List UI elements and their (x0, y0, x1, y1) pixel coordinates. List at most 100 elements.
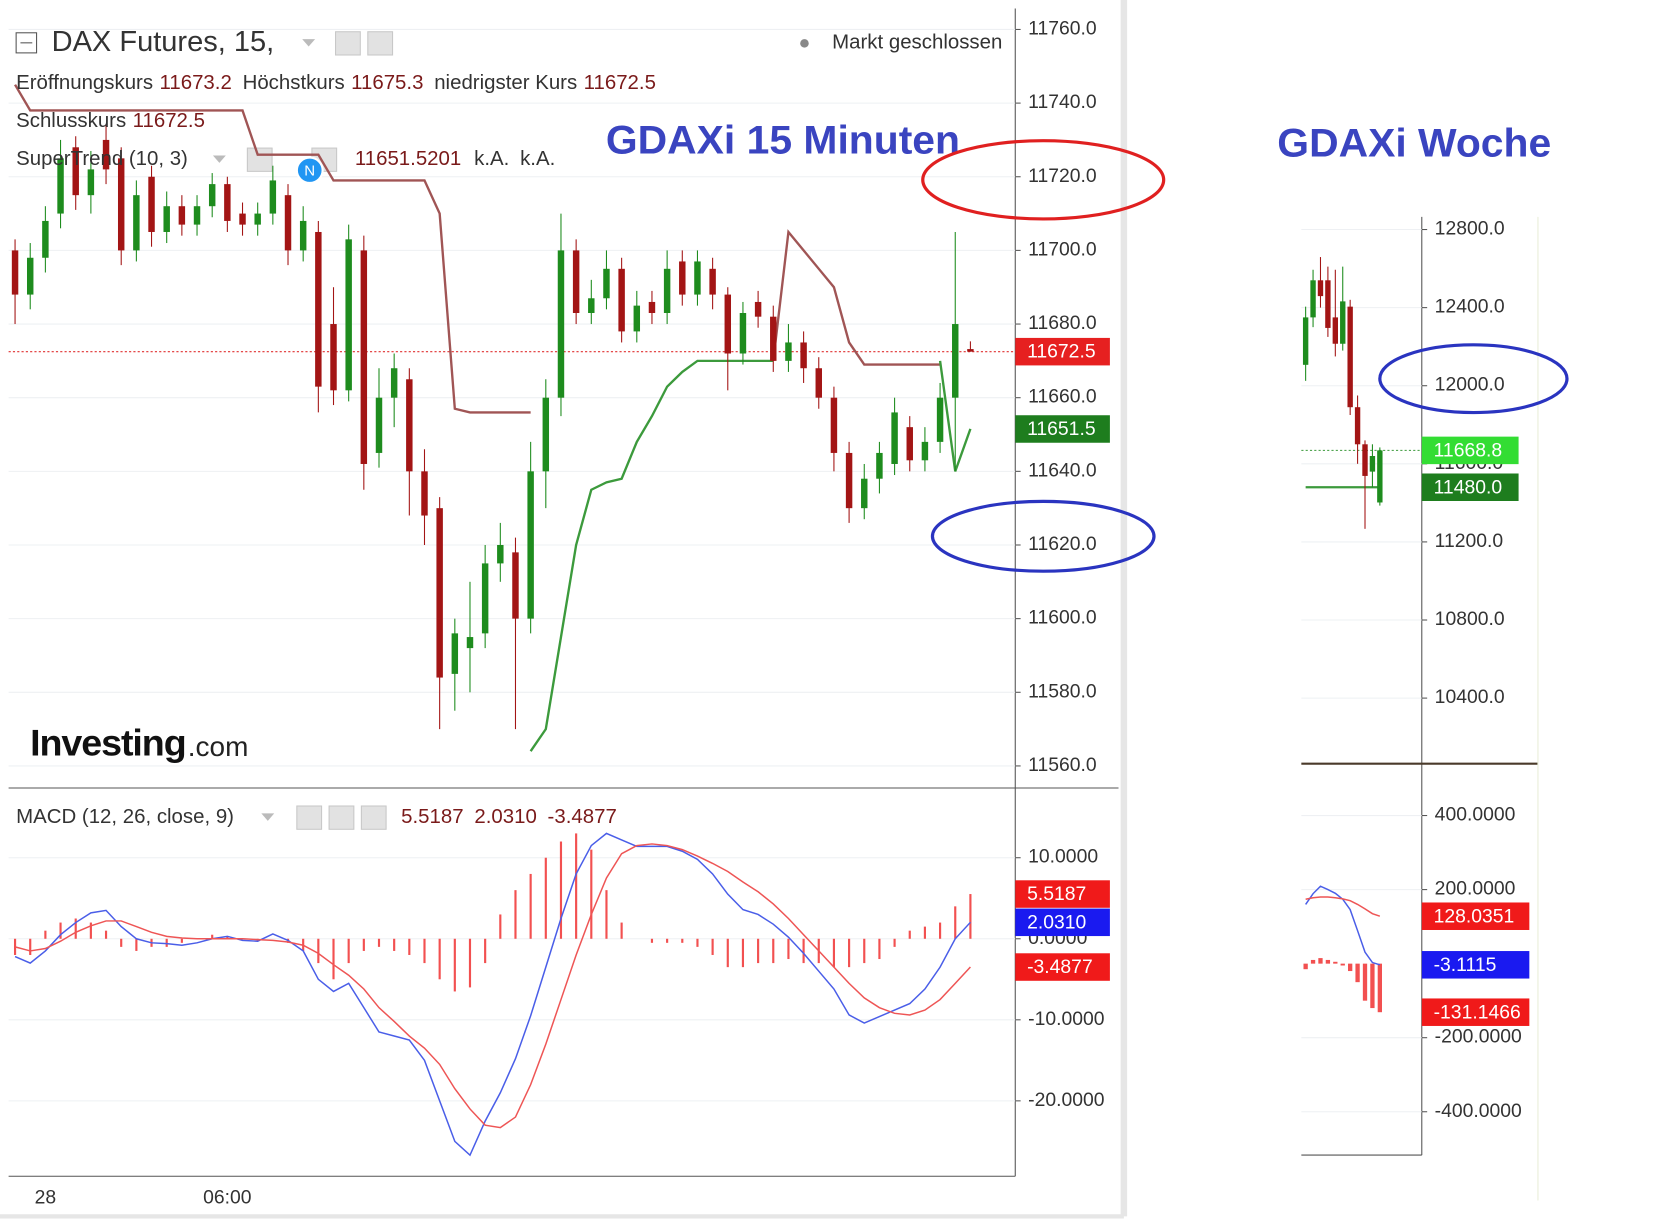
histogram-bar (180, 938, 183, 943)
candle-body (663, 268, 671, 313)
visibility-icon[interactable] (335, 31, 361, 56)
histogram-bar (666, 938, 669, 943)
histogram-bar (408, 938, 411, 955)
price-tag-label: 11480.0 (1434, 477, 1502, 498)
legend-label: k.A. (474, 148, 509, 170)
candle-body (102, 139, 110, 170)
candle-body (117, 158, 125, 251)
histogram-bar (923, 926, 926, 939)
histogram-bar (135, 938, 138, 951)
y-tick-label: -20.0000 (1028, 1090, 1104, 1111)
candle-body (588, 298, 595, 313)
y-tick-label: 11680.0 (1028, 313, 1096, 334)
histogram-bar (1318, 958, 1323, 964)
price-tag-label: -3.4877 (1027, 957, 1093, 978)
y-tick-label: 10.0000 (1028, 847, 1098, 868)
y-tick-label: 11720.0 (1028, 166, 1096, 187)
candle-body (1347, 306, 1353, 408)
histogram-bar (544, 857, 547, 939)
histogram-bar (377, 938, 381, 947)
candle-body (572, 250, 580, 313)
candle-body (375, 397, 383, 453)
histogram-bar (89, 922, 92, 939)
candle-body (345, 239, 352, 391)
candle-body (1362, 444, 1368, 476)
highlight-ellipse (1378, 343, 1569, 415)
histogram-bar (226, 936, 229, 939)
close-icon[interactable] (360, 805, 387, 830)
price-tag-label: 2.0310 (1027, 913, 1086, 934)
y-tick-label: 12400.0 (1435, 297, 1505, 318)
candle-body (603, 268, 610, 299)
candle-body (527, 471, 534, 619)
logo: Investing (30, 722, 186, 764)
visibility-icon[interactable] (296, 805, 323, 830)
y-tick-label: 12000.0 (1435, 375, 1505, 396)
candle-body (254, 213, 261, 225)
histogram-bar (1377, 963, 1382, 1013)
histogram-bar (438, 938, 441, 980)
settings-icon[interactable] (328, 805, 355, 830)
legend-label: Eröffnungskurs (16, 72, 153, 94)
candle-body (178, 206, 186, 225)
plot-layer: 11760.0 11740.0 11720.0 11700.0 11680.0 11660… (8, 19, 1551, 1209)
candle-body (239, 213, 246, 225)
candle-body (315, 231, 322, 387)
collapse-icon[interactable] (15, 32, 38, 54)
histogram-bar (529, 873, 532, 939)
candle-body (299, 220, 307, 251)
candle-body (800, 342, 807, 369)
legend-value: 11672.5 (584, 72, 656, 94)
histogram-bar (211, 934, 214, 939)
macd-line (1305, 896, 1381, 917)
histogram-bar (575, 833, 578, 939)
x-tick-label: 06:00 (203, 1188, 251, 1209)
histogram-bar (1370, 963, 1375, 1009)
histogram-bar (832, 938, 836, 968)
highlight-ellipse (921, 139, 1166, 221)
legend-value: 11651.5201 (355, 148, 461, 170)
legend-value: 11672.5 (133, 110, 205, 132)
legend-label: Höchstkurs (243, 72, 345, 94)
market-status: Markt geschlossen (832, 32, 1002, 54)
logo: .com (188, 731, 249, 762)
visibility-icon[interactable] (246, 147, 273, 172)
candle-body (770, 316, 777, 361)
histogram-bar (317, 938, 320, 964)
candle-body (830, 397, 838, 453)
indicator-label: MACD (12, 26, close, 9) (16, 806, 234, 828)
candle-body (497, 544, 504, 564)
histogram-bar (1333, 961, 1338, 964)
histogram-bar (711, 938, 714, 955)
histogram-bar (787, 938, 790, 960)
candle-body (648, 301, 656, 313)
candle-body (451, 633, 459, 674)
candle-body (1317, 280, 1324, 297)
candle-body (1302, 317, 1309, 365)
supertrend-line (529, 359, 972, 752)
y-tick-label: -10.0000 (1028, 1009, 1104, 1030)
candle-body (754, 301, 762, 317)
legend-value: -3.4877 (548, 806, 617, 828)
candle-body (11, 250, 19, 295)
histogram-bar (620, 922, 623, 939)
news-badge (295, 156, 324, 185)
status-dot (800, 39, 809, 48)
dropdown-icon[interactable] (212, 155, 226, 163)
legend-value: 11673.2 (160, 72, 232, 94)
dropdown-icon[interactable] (261, 813, 275, 821)
price-tag (1015, 908, 1110, 937)
price-tag (1015, 415, 1110, 443)
price-tag-label: 5.5187 (1027, 884, 1086, 905)
histogram-bar (1348, 963, 1353, 972)
candle-body (876, 452, 883, 479)
y-tick-label: 200.0000 (1435, 879, 1516, 900)
legend-value: 2.0310 (474, 806, 536, 828)
candle-body (1369, 456, 1376, 472)
price-tag-label: 11651.5 (1027, 419, 1095, 440)
settings-icon[interactable] (367, 31, 394, 56)
histogram-bar (681, 938, 684, 943)
candle-body (694, 261, 701, 295)
histogram-bar (1325, 959, 1331, 964)
dropdown-icon[interactable] (302, 39, 316, 47)
